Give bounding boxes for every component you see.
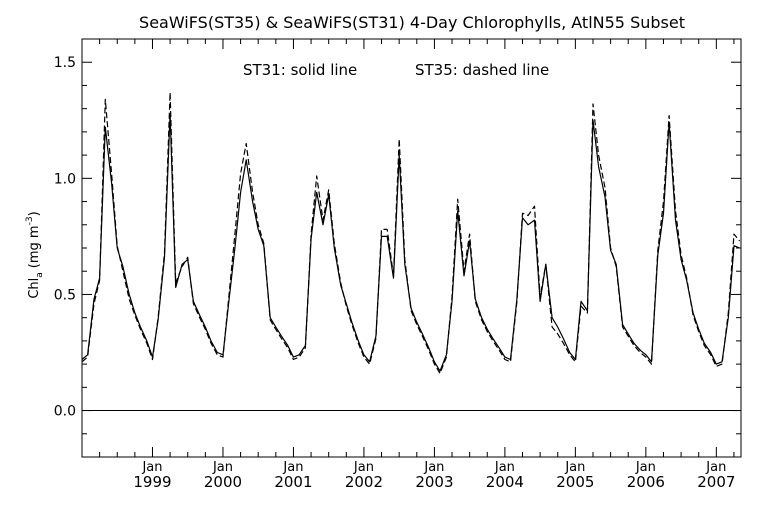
x-tick-month-0: Jan (141, 460, 162, 475)
x-tick-month-3: Jan (353, 460, 374, 475)
x-tick-month-1: Jan (212, 460, 233, 475)
y-tick-label-3: 1.5 (54, 55, 76, 71)
y-tick-label-0: 0.0 (54, 404, 76, 420)
y-axis-label-main: Chl (27, 278, 42, 299)
y-axis-label-sub: a (35, 272, 45, 278)
x-tick-year-8: 2007 (697, 473, 735, 491)
svg-text:Chla(mg m-3): Chla (mg m-3) (25, 211, 45, 298)
series-line-st35 (81, 91, 741, 374)
y-tick-label-1: 0.5 (54, 287, 76, 303)
y-axis-label-close: ) (27, 211, 42, 216)
series-line-st31 (81, 112, 740, 372)
x-tick-month-2: Jan (282, 460, 303, 475)
axis-ticks: 0.00.51.01.5Jan1999Jan2000Jan2001Jan2002… (54, 39, 741, 491)
y-tick-label-2: 1.0 (54, 171, 76, 187)
y-axis-label-unit: (mg m (27, 225, 42, 268)
x-tick-year-3: 2002 (345, 473, 383, 491)
x-tick-year-6: 2005 (556, 473, 594, 491)
x-tick-month-4: Jan (423, 460, 444, 475)
chart-title: SeaWiFS(ST35) & SeaWiFS(ST31) 4-Day Chlo… (139, 13, 685, 32)
plot-frame (81, 38, 742, 458)
x-tick-year-0: 1999 (133, 473, 171, 491)
st31-annotation: ST31: solid line (243, 61, 357, 79)
st35-annotation: ST35: dashed line (415, 61, 549, 79)
x-tick-year-4: 2003 (415, 473, 453, 491)
x-tick-year-5: 2004 (486, 473, 524, 491)
x-tick-month-6: Jan (564, 460, 585, 475)
x-tick-month-8: Jan (705, 460, 726, 475)
series-lines (81, 91, 741, 374)
x-tick-year-1: 2000 (204, 473, 242, 491)
x-tick-month-7: Jan (635, 460, 656, 475)
y-axis-label-exp: -3 (25, 216, 35, 225)
y-axis-label: Chla (mg m-3) (25, 211, 45, 298)
x-tick-month-5: Jan (494, 460, 515, 475)
x-tick-year-7: 2006 (627, 473, 665, 491)
x-tick-year-2: 2001 (274, 473, 312, 491)
